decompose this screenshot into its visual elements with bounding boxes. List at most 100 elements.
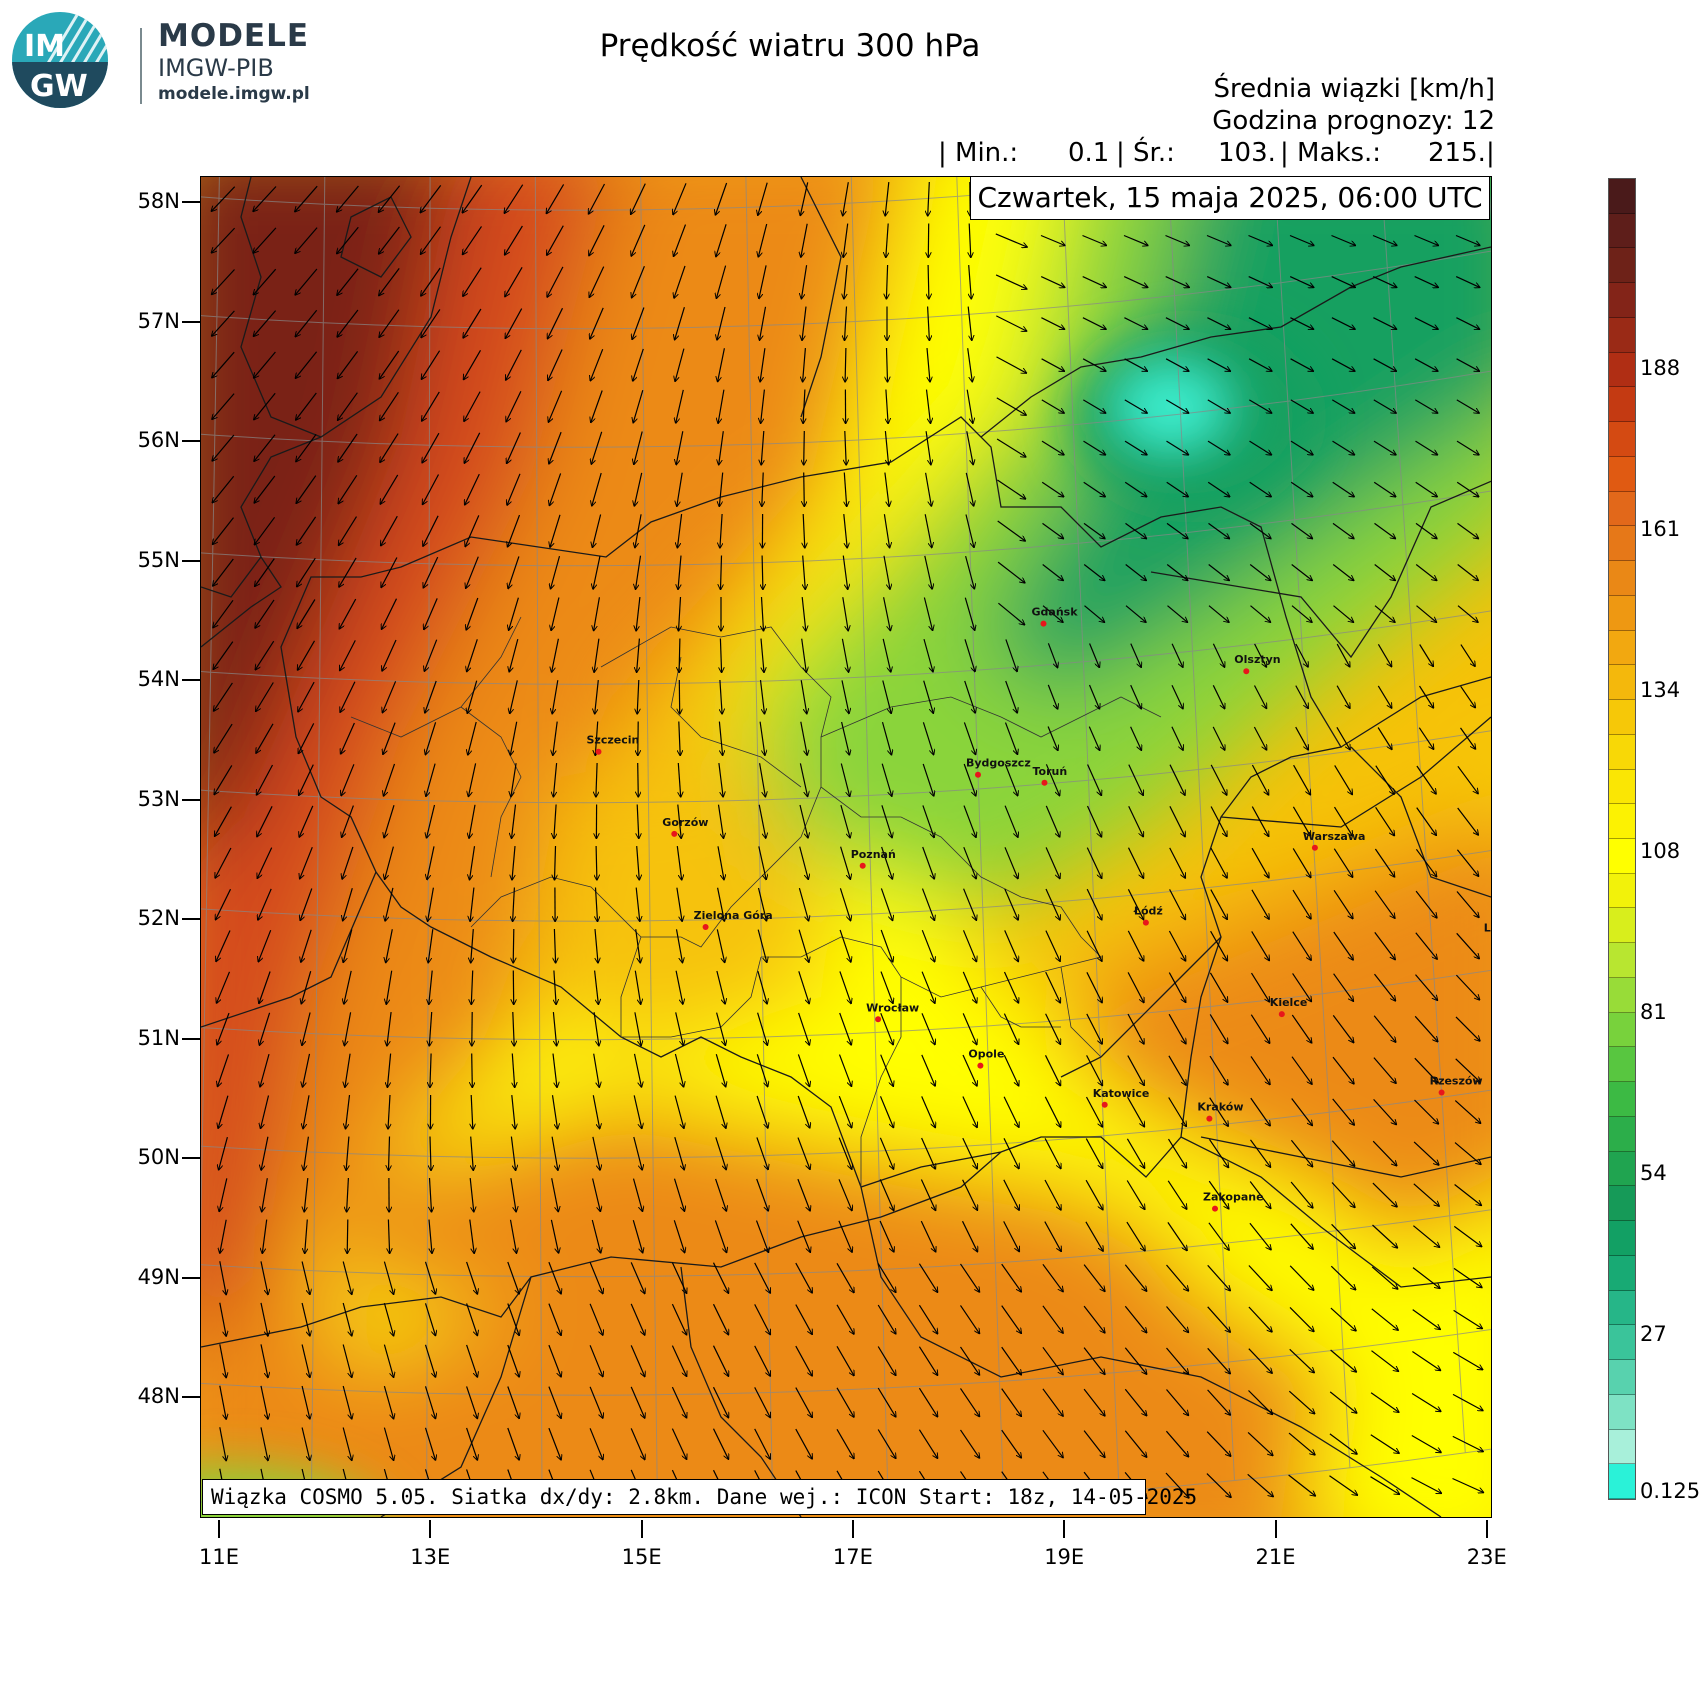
wind-arrow: [551, 597, 560, 631]
lon-tick-label: 11E: [199, 1545, 239, 1569]
wind-arrow: [337, 309, 359, 337]
wind-arrow: [464, 432, 481, 463]
wind-arrow: [546, 184, 565, 213]
wind-arrow: [1372, 1182, 1397, 1207]
wind-arrow: [1088, 726, 1099, 751]
wind-arrow: [1373, 358, 1397, 371]
wind-speed-map[interactable]: GdańskSuwałkiOlsztynBiałystokSzczecinByd…: [200, 176, 1492, 1518]
wind-arrow: [548, 1386, 561, 1419]
wind-arrow: [420, 185, 442, 212]
wind-arrow: [712, 1345, 729, 1377]
wind-arrow: [466, 556, 479, 589]
wind-arrow: [1004, 722, 1018, 755]
wind-arrow: [963, 846, 976, 879]
wind-arrow: [1373, 1098, 1397, 1124]
wind-arrow: [382, 681, 397, 712]
wind-arrow: [879, 1220, 894, 1252]
wind-arrow: [589, 1345, 603, 1376]
wind-arrow: [1086, 805, 1102, 837]
wind-arrow: [1207, 1347, 1231, 1373]
wind-arrow: [1083, 1388, 1105, 1416]
info-forecast-hour: Godzina prognozy: 12: [1212, 106, 1495, 136]
wind-arrow: [754, 1304, 771, 1334]
wind-arrow: [1253, 685, 1267, 709]
wind-arrow: [262, 1219, 268, 1254]
info-unit: Średnia wiązki [km/h]: [1213, 74, 1495, 104]
color-scale-cell: [1609, 491, 1635, 527]
wind-arrow: [997, 520, 1026, 541]
wind-arrow: [843, 223, 849, 258]
wind-arrow: [923, 638, 933, 672]
city-marker: [1041, 779, 1048, 786]
wind-arrow: [922, 846, 935, 879]
wind-arrow: [633, 348, 644, 381]
wind-arrow: [1206, 234, 1231, 246]
wind-arrow: [995, 274, 1027, 289]
wind-arrow: [548, 390, 563, 422]
wind-arrow: [1290, 358, 1314, 371]
wind-arrow: [593, 1012, 599, 1046]
wind-arrow: [1210, 847, 1227, 878]
wind-arrow: [1040, 276, 1065, 288]
wind-arrow: [305, 1219, 308, 1254]
wind-arrow: [1333, 973, 1354, 1002]
wind-arrow: [1332, 564, 1354, 581]
wind-arrow: [1331, 1182, 1355, 1208]
wind-arrow: [213, 558, 234, 586]
wind-arrow: [797, 1054, 809, 1086]
wind-arrow: [215, 847, 232, 878]
wind-arrow: [1414, 234, 1439, 246]
wind-arrow: [1454, 1100, 1480, 1124]
city-marker: [1040, 620, 1047, 627]
wind-arrow: [1209, 1097, 1229, 1127]
wind-arrow: [214, 682, 233, 711]
wind-arrow: [512, 1053, 514, 1088]
wind-arrow: [1290, 1223, 1313, 1249]
color-scale-cell: [1609, 526, 1635, 562]
wind-arrow: [589, 183, 606, 214]
wind-arrow: [673, 1220, 684, 1252]
wind-arrow: [297, 557, 316, 587]
wind-arrow: [675, 307, 685, 340]
wind-arrow: [1207, 481, 1230, 497]
wind-arrow: [554, 928, 555, 963]
wind-arrow: [877, 1304, 896, 1334]
wind-arrow: [301, 1302, 310, 1336]
wind-arrow: [679, 721, 680, 756]
lat-tick-label: 51N: [137, 1025, 180, 1050]
city-marker: [1142, 919, 1149, 926]
wind-arrow: [1292, 973, 1312, 1001]
wind-arrow: [388, 1094, 390, 1129]
wind-arrow: [718, 389, 725, 424]
logo-url[interactable]: modele.imgw.pl: [158, 84, 310, 104]
color-scale-cell: [1609, 248, 1635, 284]
wind-arrow: [1414, 1099, 1439, 1124]
wind-arrow: [337, 226, 359, 253]
wind-arrow: [1413, 1183, 1439, 1206]
lon-tick: [640, 1520, 643, 1538]
wind-arrow: [296, 516, 317, 545]
wind-arrow: [295, 185, 318, 212]
wind-arrow: [260, 1261, 268, 1294]
wind-arrow: [510, 1178, 516, 1212]
wind-arrow: [887, 347, 888, 382]
lon-tick-label: 17E: [832, 1545, 873, 1569]
wind-arrow: [1004, 847, 1018, 878]
wind-arrow: [718, 721, 722, 756]
wind-arrow: [425, 680, 437, 713]
wind-arrow: [637, 804, 639, 839]
wind-arrow: [633, 390, 644, 423]
wind-arrow: [300, 846, 313, 879]
wind-arrow: [1288, 1474, 1316, 1496]
wind-arrow: [470, 887, 475, 922]
wind-arrow: [997, 479, 1025, 499]
lat-tick-label: 54N: [137, 667, 180, 691]
wind-arrow: [1456, 481, 1479, 497]
wind-arrow: [1332, 440, 1355, 455]
city-marker: [595, 748, 602, 755]
parallel-line: [201, 250, 1491, 330]
wind-arrow: [838, 1137, 852, 1170]
wind-arrow: [754, 1428, 771, 1459]
wind-arrow: [1377, 643, 1391, 666]
wind-arrow: [548, 1261, 561, 1294]
